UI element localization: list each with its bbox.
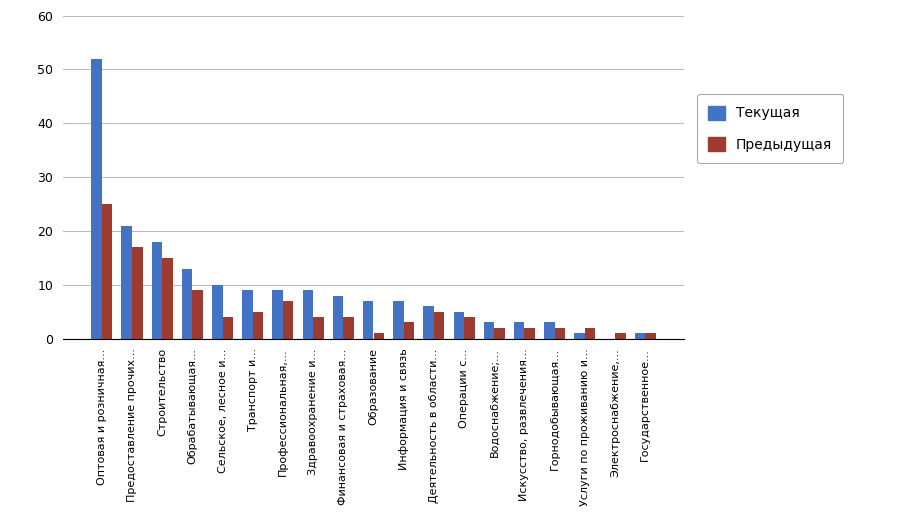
Bar	[404, 322, 414, 339]
Bar	[222, 317, 233, 339]
Bar	[122, 226, 132, 339]
Bar	[454, 312, 464, 339]
Bar	[464, 317, 474, 339]
Bar	[253, 312, 264, 339]
Legend: Текущая, Предыдущая: Текущая, Предыдущая	[698, 94, 843, 163]
Bar	[91, 59, 102, 339]
Bar	[102, 204, 112, 339]
Bar	[162, 258, 173, 339]
Bar	[283, 301, 293, 339]
Bar	[242, 290, 253, 339]
Bar	[423, 306, 434, 339]
Bar	[182, 269, 193, 339]
Bar	[525, 328, 535, 339]
Bar	[313, 317, 324, 339]
Bar	[544, 322, 554, 339]
Bar	[574, 333, 585, 339]
Bar	[273, 290, 283, 339]
Bar	[333, 295, 343, 339]
Bar	[302, 290, 313, 339]
Bar	[634, 333, 645, 339]
Bar	[343, 317, 354, 339]
Bar	[615, 333, 626, 339]
Bar	[554, 328, 565, 339]
Bar	[585, 328, 596, 339]
Bar	[374, 333, 384, 339]
Bar	[151, 242, 162, 339]
Bar	[494, 328, 505, 339]
Bar	[393, 301, 404, 339]
Bar	[193, 290, 202, 339]
Bar	[132, 247, 142, 339]
Bar	[514, 322, 525, 339]
Bar	[212, 285, 222, 339]
Bar	[483, 322, 494, 339]
Bar	[645, 333, 656, 339]
Bar	[434, 312, 445, 339]
Bar	[363, 301, 374, 339]
